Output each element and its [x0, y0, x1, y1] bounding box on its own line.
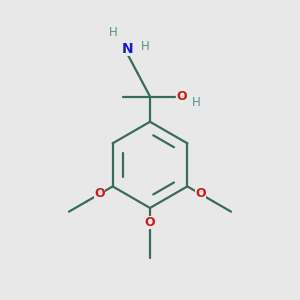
Text: H: H	[140, 40, 149, 52]
Text: H: H	[192, 96, 200, 109]
Text: O: O	[145, 216, 155, 229]
Text: O: O	[94, 187, 105, 200]
Text: O: O	[177, 90, 188, 103]
Text: H: H	[109, 26, 118, 39]
Text: O: O	[195, 187, 206, 200]
Text: N: N	[121, 42, 133, 56]
